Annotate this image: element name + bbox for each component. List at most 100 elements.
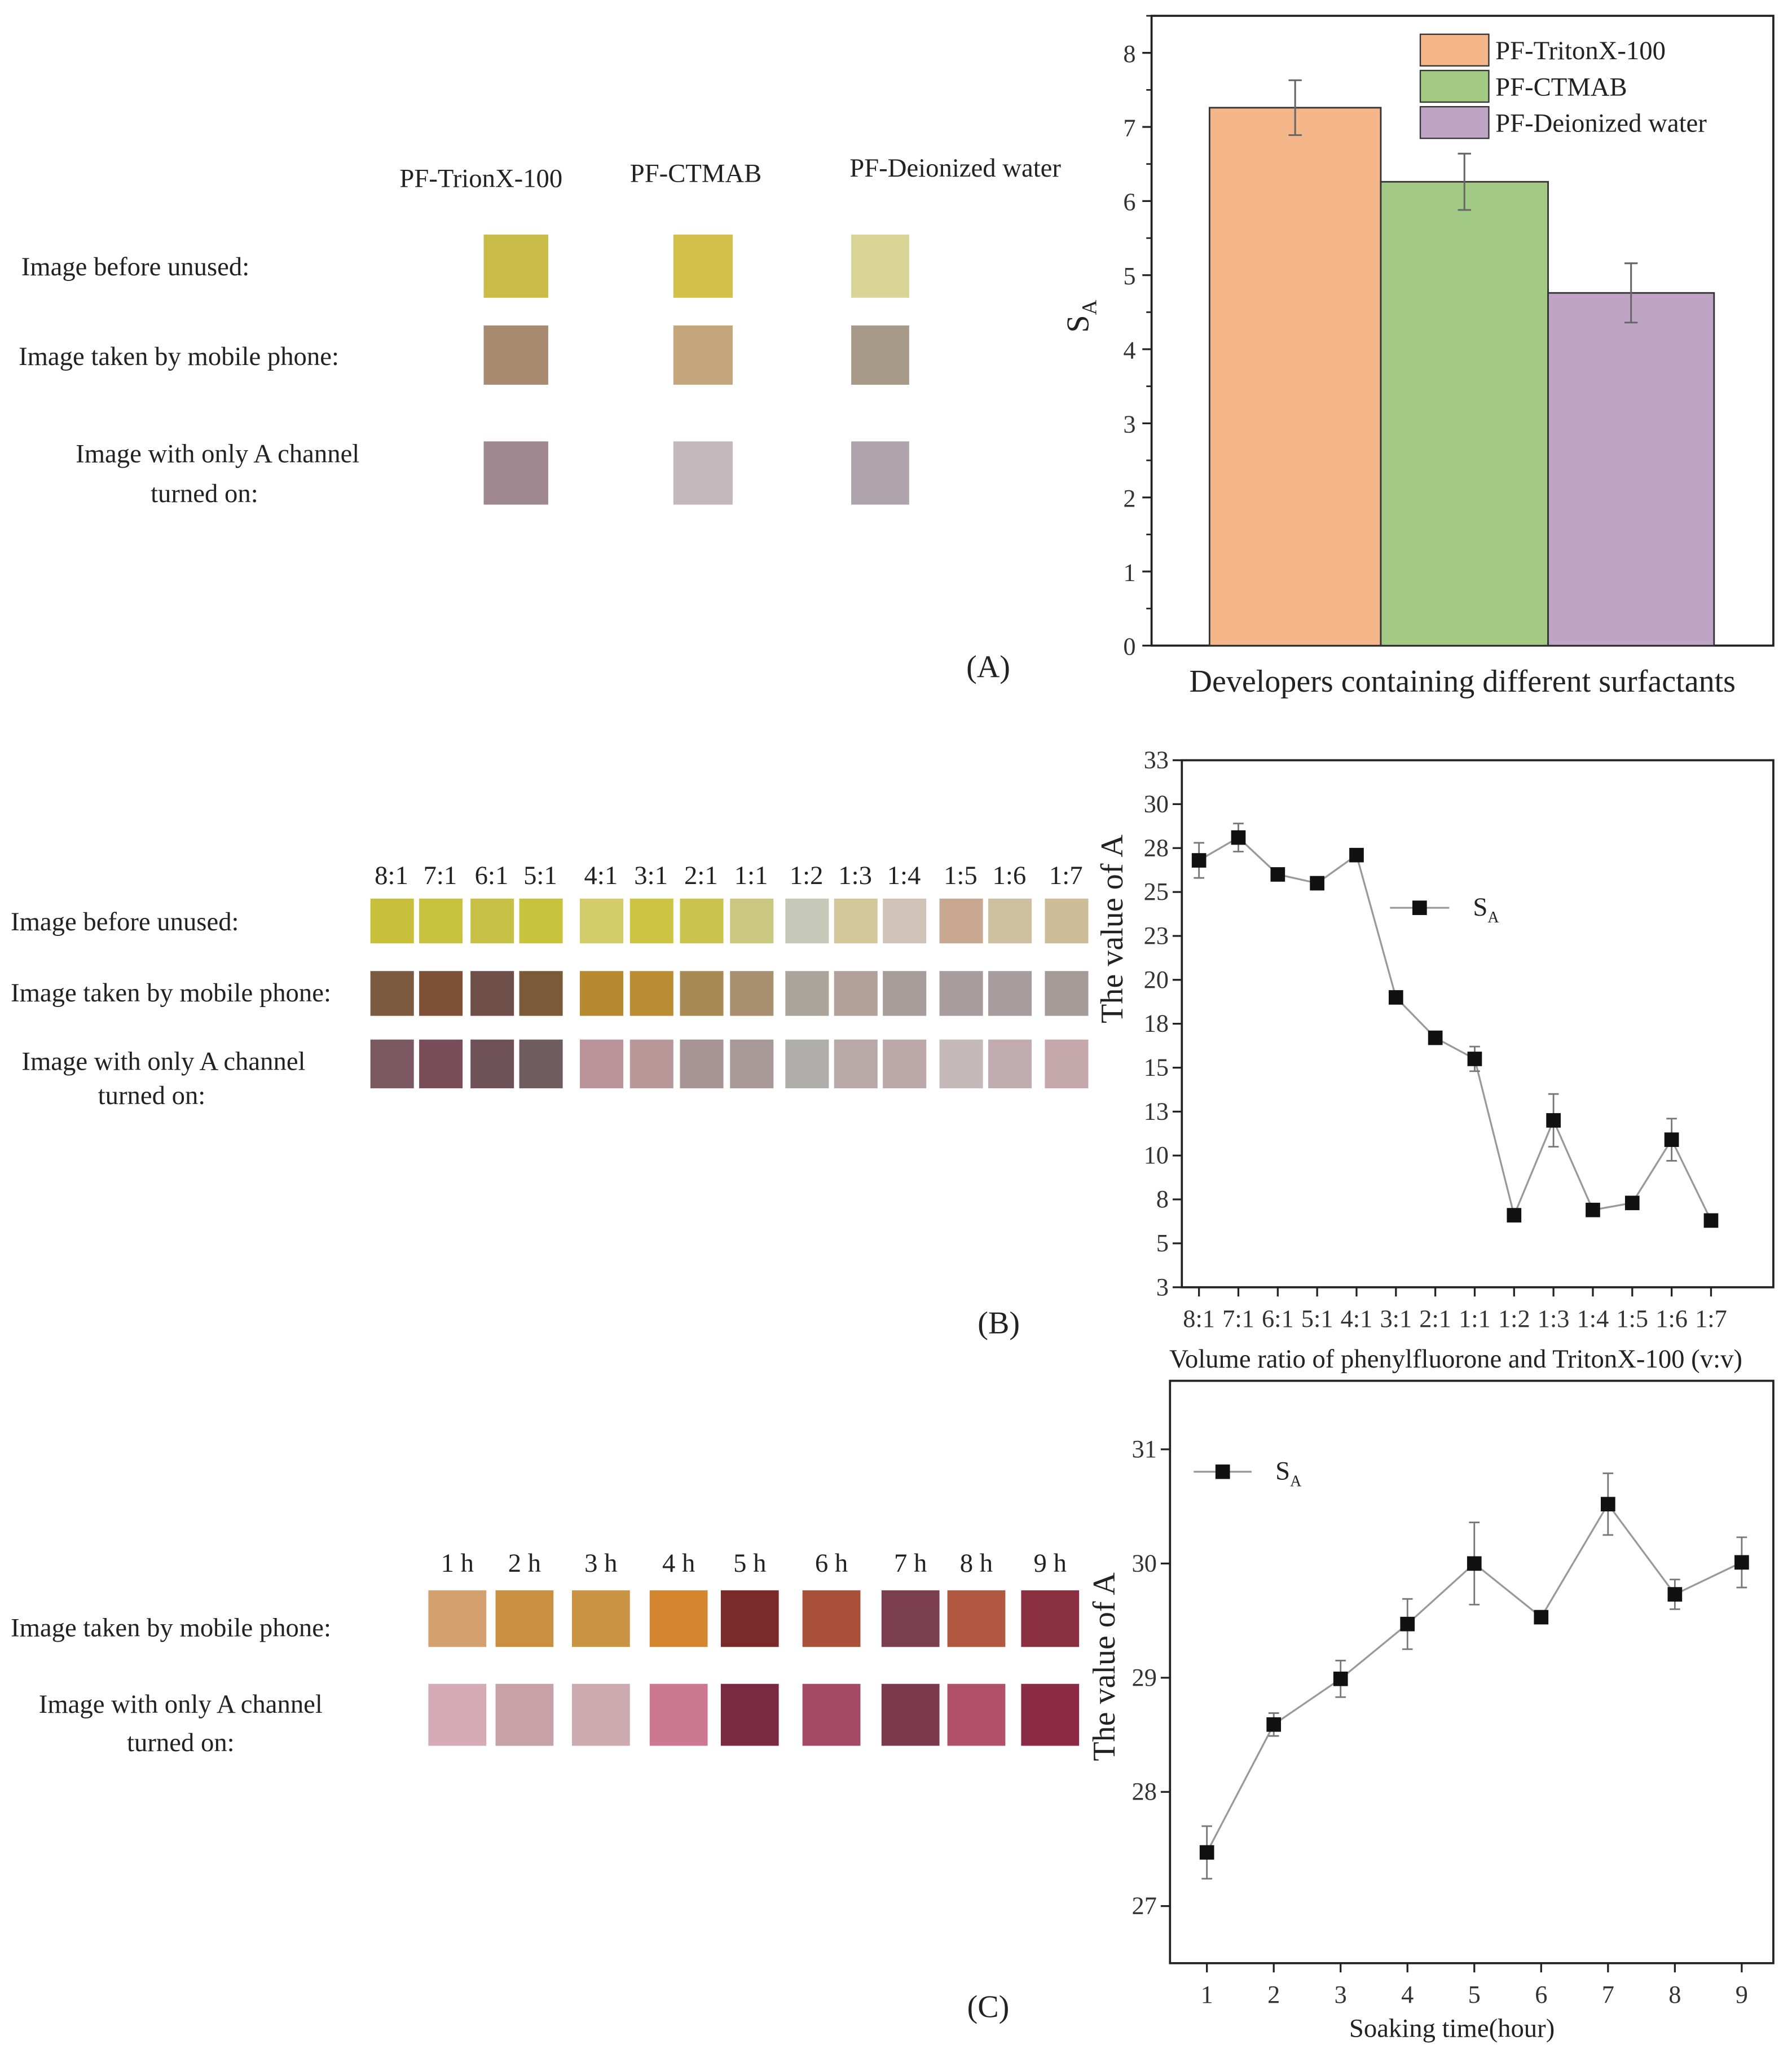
data-point	[1586, 1202, 1600, 1217]
col-label: 2:1	[684, 861, 718, 890]
y-axis-title: The value of A	[1095, 834, 1130, 1023]
x-tick-label: 8	[1668, 1980, 1681, 2008]
color-swatch	[730, 1039, 774, 1089]
y-tick-label: 28	[1132, 1777, 1157, 1805]
color-swatch	[579, 1039, 624, 1089]
y-tick-label: 1	[1123, 558, 1135, 586]
data-point	[1664, 1132, 1679, 1147]
legend-swatch	[1419, 106, 1490, 139]
y-tick-label: 3	[1156, 1273, 1169, 1301]
legend-label: SA	[1473, 892, 1499, 926]
x-tick-label: 1:5	[1616, 1304, 1648, 1333]
color-swatch	[988, 1039, 1032, 1089]
color-swatch	[649, 1590, 708, 1647]
data-point	[1600, 1497, 1615, 1512]
data-point	[1400, 1616, 1415, 1632]
color-swatch	[419, 971, 463, 1016]
bar	[1547, 292, 1715, 647]
row-label: Image with only A channel	[76, 439, 359, 469]
y-tick-label: 5	[1123, 262, 1135, 290]
color-swatch	[1021, 1590, 1080, 1647]
x-tick-label: 3	[1335, 1980, 1347, 2008]
y-tick-label: 30	[1144, 789, 1169, 817]
data-point	[1507, 1208, 1522, 1223]
color-swatch	[370, 898, 414, 944]
color-swatch	[419, 1039, 463, 1089]
color-swatch	[802, 1683, 861, 1746]
col-label: 1:3	[838, 861, 872, 890]
col-label: PF-CTMAB	[630, 159, 762, 188]
panel-letter: (B)	[978, 1305, 1020, 1340]
color-swatch	[802, 1590, 861, 1647]
data-point	[1467, 1556, 1482, 1571]
color-swatch	[629, 1039, 673, 1089]
row-label: Image with only A channel	[39, 1690, 323, 1719]
color-swatch	[519, 1039, 563, 1089]
data-point	[1667, 1587, 1683, 1602]
col-label: 1:4	[887, 861, 921, 890]
data-point	[1266, 1717, 1282, 1732]
col-label: 3 h	[584, 1549, 617, 1578]
color-swatch	[785, 1039, 829, 1089]
data-point	[1467, 1052, 1482, 1066]
color-swatch	[571, 1590, 630, 1647]
color-swatch	[834, 898, 878, 944]
x-tick-label: 6:1	[1262, 1304, 1294, 1333]
color-swatch	[947, 1683, 1006, 1746]
color-swatch	[483, 234, 548, 298]
x-tick-label: 4:1	[1341, 1304, 1373, 1333]
col-label: 1 h	[441, 1549, 474, 1578]
panel-c-images: 1 h 2 h 3 h 4 h 5 h 6 h 7 h 8 h 9 h Image taken …	[11, 1549, 1080, 2025]
color-swatch	[680, 898, 724, 944]
bar	[1380, 181, 1549, 647]
col-label: 8:1	[375, 861, 408, 890]
legend-swatch	[1419, 33, 1490, 67]
y-tick-label: 4	[1123, 336, 1135, 364]
color-swatch	[730, 971, 774, 1016]
color-swatch	[720, 1683, 779, 1746]
y-tick-label: 10	[1144, 1141, 1169, 1169]
color-swatch	[629, 971, 673, 1016]
color-swatch	[571, 1683, 630, 1746]
data-point	[1534, 1610, 1549, 1625]
y-axis-title: The value of A	[1087, 1572, 1122, 1761]
x-tick-label: 9	[1736, 1980, 1748, 2008]
color-swatch	[470, 971, 514, 1016]
x-tick-label: 5:1	[1301, 1304, 1333, 1333]
color-swatch	[495, 1683, 554, 1746]
y-tick-label: 7	[1123, 113, 1135, 142]
color-swatch	[673, 325, 733, 385]
x-axis-title: Volume ratio of phenylfluorone and Trito…	[1169, 1344, 1742, 1374]
x-tick-label: 2:1	[1419, 1304, 1451, 1333]
y-tick-label: 3	[1123, 410, 1135, 438]
data-point	[1310, 876, 1324, 891]
panel-letter: (C)	[967, 1990, 1010, 2025]
x-tick-label: 8:1	[1183, 1304, 1215, 1333]
data-point	[1624, 1195, 1640, 1211]
col-label: 3:1	[634, 861, 668, 890]
y-tick-label: 27	[1132, 1892, 1157, 1920]
color-swatch	[720, 1590, 779, 1647]
legend-label: PF-Deionized water	[1495, 109, 1707, 138]
x-axis-title: Soaking time(hour)	[1349, 2014, 1555, 2043]
color-swatch	[851, 234, 909, 298]
legend-marker	[1412, 900, 1427, 915]
bar-chart-a: Developers containing different surfacta…	[1060, 15, 1775, 699]
x-tick-label: 3:1	[1380, 1304, 1412, 1333]
row-label: Image with only A channel	[21, 1047, 305, 1076]
row-label: turned on:	[98, 1081, 206, 1110]
color-swatch	[939, 971, 983, 1016]
col-label: 9 h	[1034, 1549, 1067, 1578]
y-tick-label: 6	[1123, 188, 1135, 216]
x-tick-label: 7	[1602, 1980, 1614, 2008]
col-label: 1:6	[993, 861, 1027, 890]
y-tick-label: 31	[1132, 1435, 1157, 1463]
x-tick-label: 7:1	[1222, 1304, 1254, 1333]
color-swatch	[495, 1590, 554, 1647]
y-tick-label: 15	[1144, 1053, 1169, 1081]
color-swatch	[883, 1039, 927, 1089]
color-swatch	[883, 971, 927, 1016]
data-point	[1231, 830, 1246, 845]
row-label: Image taken by mobile phone:	[19, 342, 339, 371]
line-chart-b: Volume ratio of phenylfluorone and Trito…	[1095, 746, 1775, 1374]
